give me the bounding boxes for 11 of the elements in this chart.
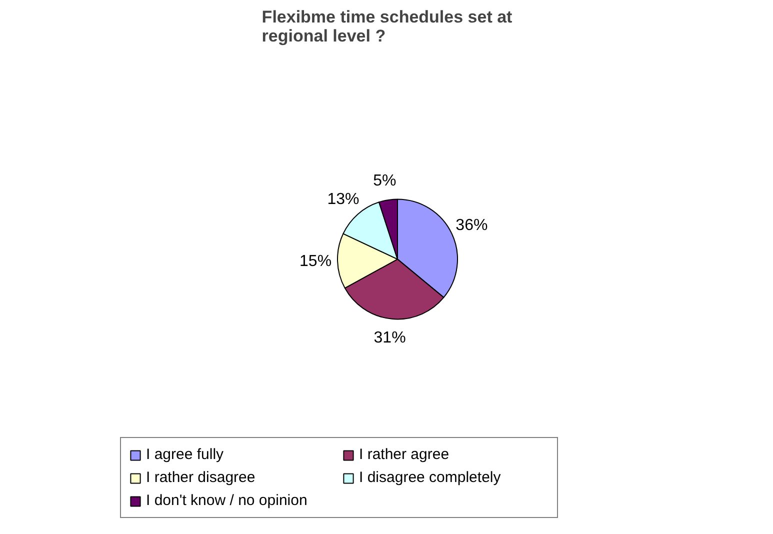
data-label: 36% <box>456 216 488 234</box>
legend-label: I rather disagree <box>146 469 256 486</box>
legend-label: I don't know / no opinion <box>146 492 308 509</box>
legend-label: I rather agree <box>359 446 450 463</box>
legend-label: I disagree completely <box>359 469 502 486</box>
legend-label: I agree fully <box>146 446 225 463</box>
chart-title: Flexibme time schedules set at regional level ? <box>262 8 513 46</box>
data-label: 15% <box>300 253 332 270</box>
data-label: 13% <box>327 191 360 208</box>
data-label: 5% <box>373 172 396 190</box>
data-label: 31% <box>374 330 406 347</box>
